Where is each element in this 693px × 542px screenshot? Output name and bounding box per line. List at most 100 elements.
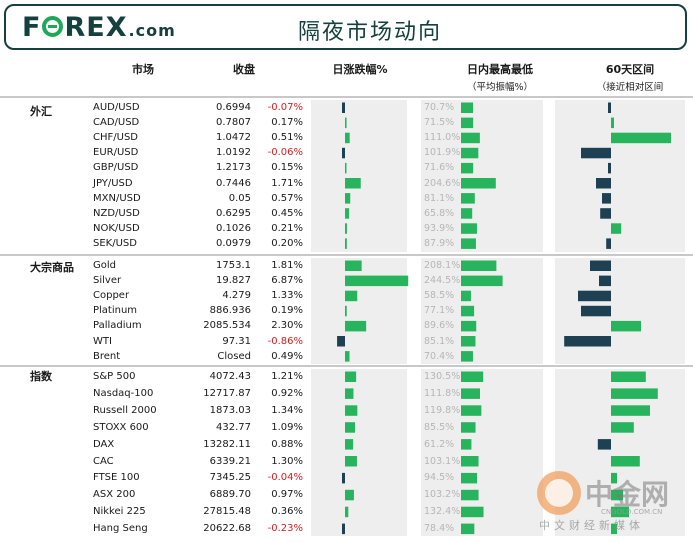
avg-range-bar: [461, 422, 476, 433]
daily-change-bar: [345, 162, 347, 174]
avg-range-bar: [461, 147, 479, 159]
avg-range-label: 204.6%: [424, 177, 461, 189]
daily-change-bar: [345, 223, 347, 234]
col-header-intraday-range: 日内最高最低: [467, 63, 533, 76]
avg-range-label: 77.1%: [424, 305, 455, 317]
table-row: Palladium 2085.534 2.30% 89.6%: [0, 318, 693, 333]
instrument-name: CAD/USD: [93, 117, 140, 129]
instrument-name: Nikkei 225: [93, 506, 146, 518]
category-label: 指数: [30, 370, 52, 383]
close-value: 1.0472: [216, 132, 251, 144]
daily-change-value: 0.45%: [271, 207, 303, 219]
panel-range-fx: [421, 100, 543, 252]
close-value: 6339.21: [209, 455, 251, 467]
daily-change-value: 0.51%: [271, 132, 303, 144]
close-value: 1.0192: [216, 147, 251, 159]
instrument-name: GBP/USD: [93, 162, 139, 174]
avg-range-label: 58.5%: [424, 290, 455, 302]
close-value: 13282.11: [203, 438, 251, 450]
sixty-day-bar: [578, 290, 611, 302]
watermark-logo-inner: [545, 479, 573, 507]
avg-range-bar: [461, 208, 473, 219]
daily-change-value: 6.87%: [271, 275, 303, 287]
instrument-name: Brent: [93, 350, 121, 362]
category-label: 大宗商品: [30, 261, 74, 274]
daily-change-bar: [345, 388, 354, 399]
instrument-name: FTSE 100: [93, 472, 140, 484]
instrument-name: DAX: [93, 438, 115, 450]
daily-change-bar: [342, 147, 345, 159]
daily-change-value: -0.07%: [267, 102, 303, 113]
sixty-day-bar: [611, 506, 629, 518]
table-row: SEK/USD 0.0979 0.20% 87.9%: [0, 236, 693, 251]
avg-range-bar: [461, 506, 484, 518]
table-row: CAD/USD 0.7807 0.17% 71.5%: [0, 115, 693, 130]
daily-change-value: 0.88%: [271, 438, 303, 450]
daily-change-value: 0.19%: [271, 305, 303, 317]
daily-change-value: 1.34%: [271, 404, 303, 416]
instrument-name: JPY/USD: [93, 177, 133, 189]
table-row: Nasdaq-100 12717.87 0.92% 111.8%: [0, 386, 693, 401]
avg-range-bar: [461, 305, 475, 317]
daily-change-value: 1.71%: [271, 177, 303, 189]
instrument-name: CAC: [93, 455, 114, 467]
close-value: 19.827: [216, 275, 251, 287]
daily-change-value: 0.57%: [271, 192, 303, 204]
daily-change-value: -0.06%: [267, 147, 303, 159]
watermark: 中金网 CNGOLD.COM.CN 中文财经新媒体: [537, 471, 687, 533]
avg-range-bar: [461, 388, 481, 399]
avg-range-label: 65.8%: [424, 207, 455, 219]
avg-range-bar: [461, 456, 479, 467]
daily-change-bar: [345, 117, 347, 129]
avg-range-bar: [461, 178, 496, 189]
instrument-name: Nasdaq-100: [93, 387, 154, 399]
daily-change-value: 0.97%: [271, 489, 303, 501]
daily-change-value: 1.09%: [271, 421, 303, 433]
instrument-name: S&P 500: [93, 371, 136, 382]
sixty-day-bar: [596, 178, 611, 189]
daily-change-value: 0.15%: [271, 162, 303, 174]
avg-range-bar: [461, 117, 474, 129]
avg-range-bar: [461, 102, 474, 113]
table-row: MXN/USD 0.05 0.57% 81.1%: [0, 191, 693, 206]
table-row: Russell 2000 1873.03 1.34% 119.8%: [0, 403, 693, 418]
avg-range-label: 244.5%: [424, 275, 461, 287]
sixty-day-bar: [581, 147, 611, 159]
daily-change-bar: [342, 472, 345, 484]
sixty-day-bar: [611, 489, 623, 501]
sixty-day-bar: [600, 208, 611, 219]
avg-range-label: 101.9%: [424, 147, 461, 159]
avg-range-bar: [461, 523, 475, 535]
sixty-day-bar: [611, 422, 634, 433]
sixty-day-bar: [611, 388, 658, 399]
table-row: CAC 6339.21 1.30% 103.1%: [0, 454, 693, 469]
sixty-day-bar: [564, 336, 611, 347]
col-header-market: 市场: [132, 63, 154, 76]
instrument-name: MXN/USD: [93, 192, 141, 204]
sixty-day-bar: [611, 117, 614, 129]
daily-change-value: -0.23%: [267, 523, 303, 535]
daily-change-bar: [345, 305, 347, 317]
sixty-day-bar: [606, 238, 611, 249]
avg-range-bar: [461, 132, 480, 144]
instrument-name: Silver: [93, 275, 122, 287]
daily-change-value: 0.21%: [271, 222, 303, 234]
table-row: AUD/USD 0.6994 -0.07% 70.7%: [0, 100, 693, 115]
daily-change-bar: [345, 260, 362, 271]
table-row: Gold 1753.1 1.81% 208.1%: [0, 258, 693, 273]
avg-range-label: 81.1%: [424, 192, 455, 204]
page-title: 隔夜市场动向: [298, 20, 443, 45]
close-value: 4072.43: [209, 371, 251, 382]
daily-change-bar: [345, 456, 357, 467]
daily-change-bar: [345, 132, 350, 144]
table-row: Platinum 886.936 0.19% 77.1%: [0, 303, 693, 318]
table-row: Brent Closed 0.49% 70.4%: [0, 349, 693, 364]
instrument-name: Gold: [93, 260, 116, 271]
sixty-day-bar: [581, 305, 611, 317]
avg-range-bar: [461, 472, 478, 484]
close-value: 0.05: [228, 192, 251, 204]
daily-change-value: 1.81%: [271, 260, 303, 271]
instrument-name: NOK/USD: [93, 222, 140, 234]
close-value: 2085.534: [203, 320, 251, 332]
table-row: EUR/USD 1.0192 -0.06% 101.9%: [0, 145, 693, 160]
